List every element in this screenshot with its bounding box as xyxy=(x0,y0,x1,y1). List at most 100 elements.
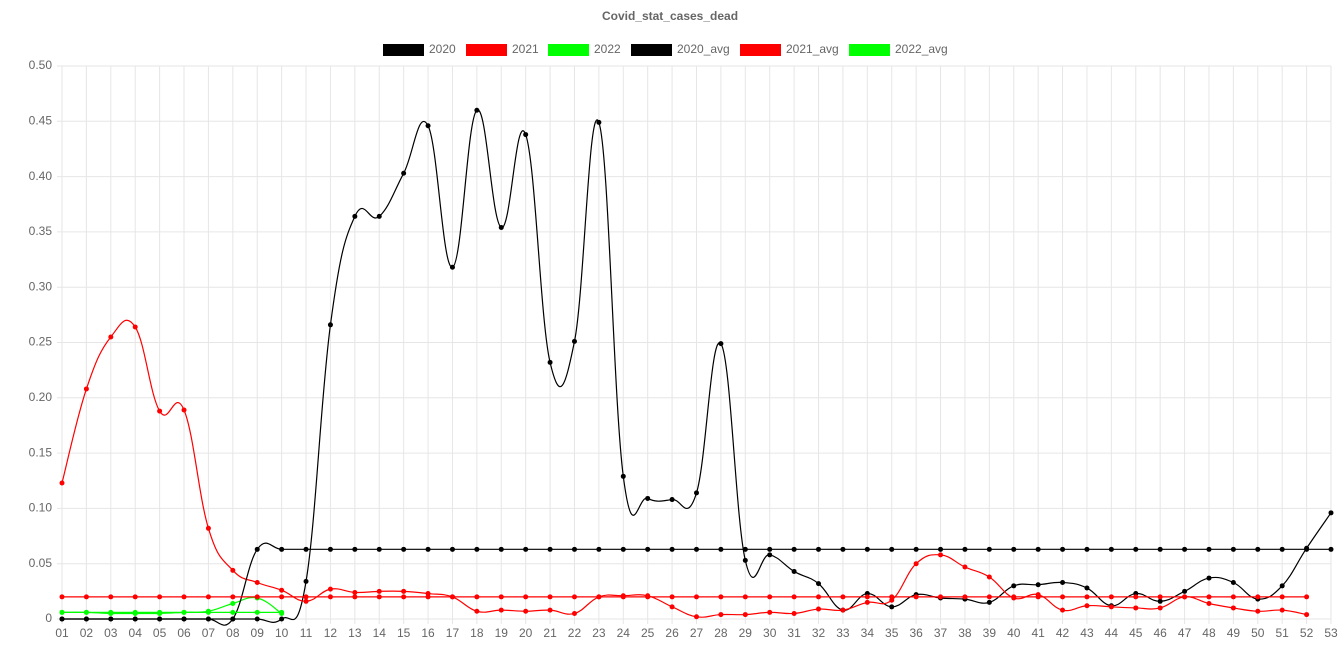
x-tick-label: 52 xyxy=(1300,626,1314,640)
y-tick-label: 0.15 xyxy=(29,445,53,459)
data-point xyxy=(474,594,480,600)
data-point xyxy=(1060,546,1066,552)
data-point xyxy=(327,586,333,592)
data-point xyxy=(230,594,236,600)
data-point xyxy=(59,616,65,622)
data-point xyxy=(718,612,724,618)
data-point xyxy=(425,123,431,129)
x-tick-label: 05 xyxy=(153,626,167,640)
data-point xyxy=(913,594,919,600)
legend-swatch xyxy=(740,44,781,56)
y-tick-label: 0.30 xyxy=(29,279,53,293)
data-point xyxy=(889,594,895,600)
data-point xyxy=(1206,546,1212,552)
data-point xyxy=(816,546,822,552)
x-tick-label: 14 xyxy=(373,626,387,640)
y-tick-label: 0.25 xyxy=(29,335,53,349)
data-point xyxy=(742,557,748,563)
data-point xyxy=(59,609,65,615)
data-point xyxy=(523,132,529,138)
data-point xyxy=(108,616,114,622)
x-tick-label: 44 xyxy=(1105,626,1119,640)
data-point xyxy=(376,594,382,600)
data-point xyxy=(279,546,285,552)
data-point xyxy=(1255,608,1261,614)
data-point xyxy=(1230,594,1236,600)
x-tick-label: 13 xyxy=(348,626,362,640)
data-point xyxy=(767,609,773,615)
x-tick-label: 35 xyxy=(885,626,899,640)
x-tick-label: 03 xyxy=(104,626,118,640)
x-tick-label: 21 xyxy=(543,626,557,640)
legend-swatch xyxy=(548,44,589,56)
data-point xyxy=(523,594,529,600)
x-tick-label: 38 xyxy=(958,626,972,640)
data-point xyxy=(694,614,699,620)
data-point xyxy=(1157,594,1163,600)
data-point xyxy=(303,594,309,600)
data-point xyxy=(303,598,309,604)
x-tick-label: 39 xyxy=(983,626,997,640)
x-tick-label: 36 xyxy=(909,626,923,640)
data-point xyxy=(1108,604,1114,610)
chart-title: Covid_stat_cases_dead xyxy=(602,9,738,23)
data-point xyxy=(620,546,626,552)
x-tick-label: 09 xyxy=(251,626,265,640)
data-point xyxy=(864,599,870,605)
x-tick-label: 48 xyxy=(1202,626,1216,640)
legend-label: 2022 xyxy=(594,42,621,56)
data-point xyxy=(1011,583,1017,589)
data-point xyxy=(767,546,773,552)
data-point xyxy=(181,616,187,622)
data-point xyxy=(718,594,724,600)
data-point xyxy=(767,594,773,600)
data-point xyxy=(645,546,651,552)
data-point xyxy=(108,334,114,340)
legend-swatch xyxy=(466,44,507,56)
data-point xyxy=(1060,607,1066,613)
x-tick-label: 30 xyxy=(763,626,777,640)
data-point xyxy=(864,546,870,552)
data-point xyxy=(132,594,138,600)
legend-label: 2021_avg xyxy=(786,42,839,56)
data-point xyxy=(425,546,431,552)
data-point xyxy=(669,594,675,600)
data-point xyxy=(1255,594,1261,600)
y-tick-label: 0.35 xyxy=(29,224,53,238)
data-point xyxy=(571,594,577,600)
x-tick-label: 47 xyxy=(1178,626,1192,640)
y-tick-label: 0.50 xyxy=(29,58,53,72)
data-point xyxy=(694,490,699,496)
data-point xyxy=(230,567,236,573)
x-tick-label: 28 xyxy=(714,626,728,640)
data-point xyxy=(376,588,382,594)
data-point xyxy=(742,594,748,600)
x-tick-label: 45 xyxy=(1129,626,1143,640)
data-point xyxy=(1108,594,1114,600)
x-tick-label: 31 xyxy=(787,626,801,640)
data-point xyxy=(791,568,797,574)
x-tick-label: 18 xyxy=(470,626,484,640)
data-point xyxy=(1157,598,1163,604)
data-point xyxy=(938,594,944,600)
data-point xyxy=(474,608,480,614)
data-point xyxy=(986,594,992,600)
data-point xyxy=(913,546,919,552)
data-point xyxy=(1182,546,1188,552)
x-tick-label: 08 xyxy=(226,626,240,640)
data-point xyxy=(620,594,626,600)
data-point xyxy=(1084,585,1090,591)
legend-swatch xyxy=(383,44,424,56)
x-tick-label: 33 xyxy=(836,626,850,640)
data-point xyxy=(205,616,211,622)
data-point xyxy=(1230,546,1236,552)
data-point xyxy=(1084,546,1090,552)
data-point xyxy=(1011,546,1017,552)
data-point xyxy=(1035,594,1041,600)
data-point xyxy=(1304,612,1310,618)
data-point xyxy=(1206,594,1212,600)
data-point xyxy=(498,546,504,552)
data-point xyxy=(1182,588,1188,594)
data-point xyxy=(205,609,211,615)
data-point xyxy=(1230,580,1236,586)
